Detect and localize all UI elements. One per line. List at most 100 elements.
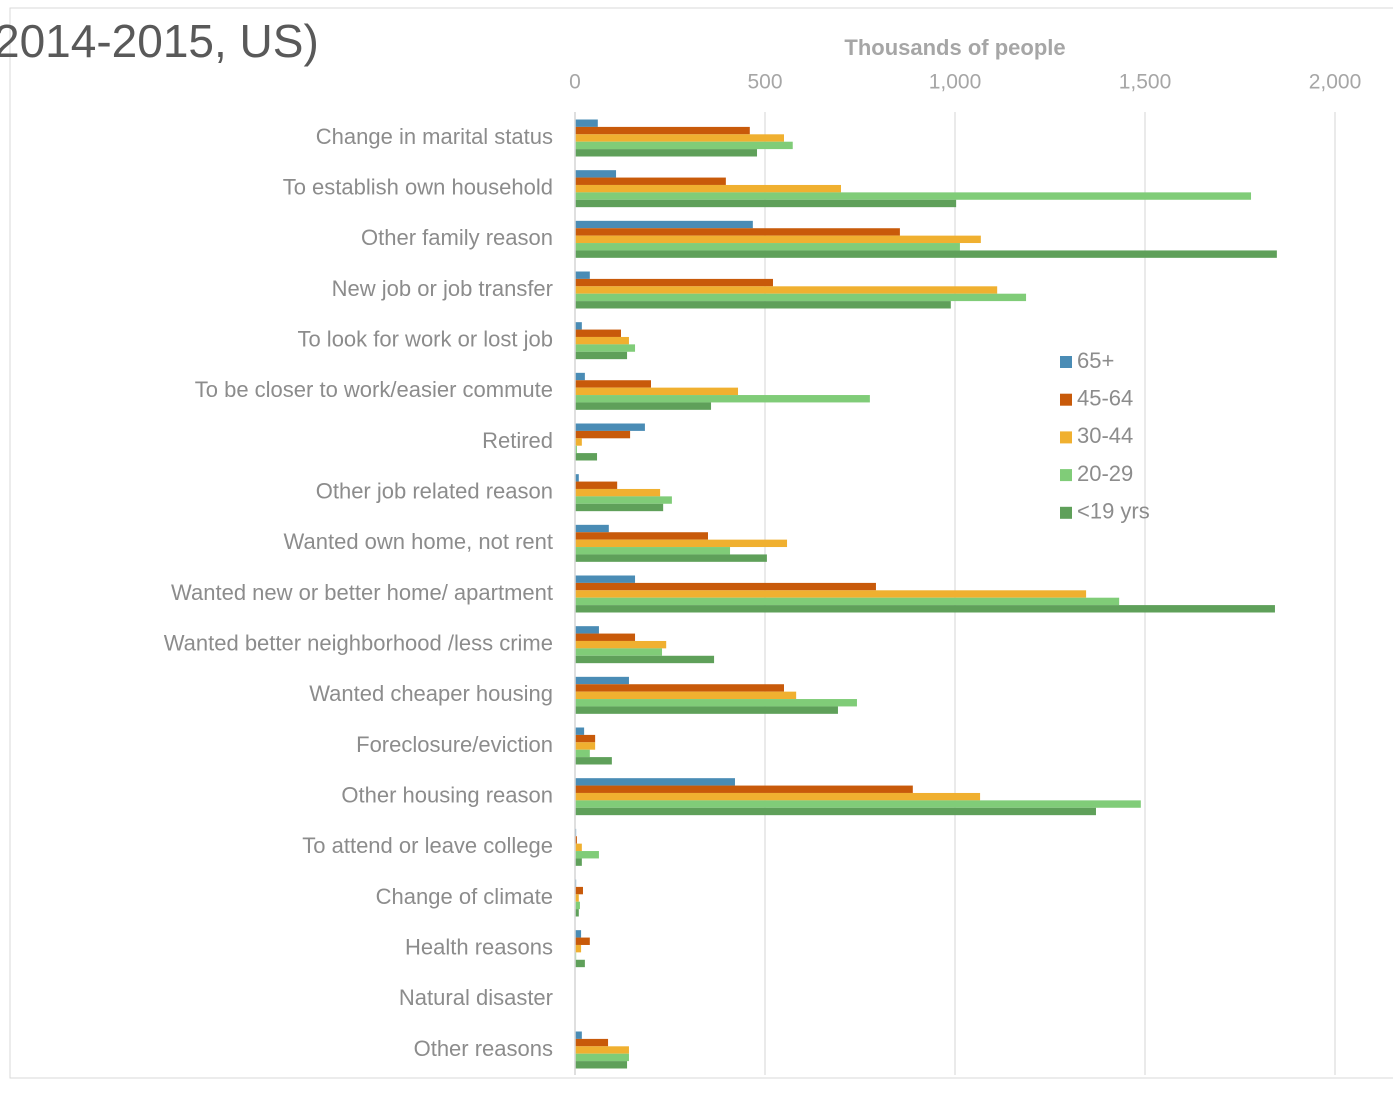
bar (575, 1038, 609, 1047)
y-tick-label: Other job related reason (316, 478, 553, 503)
bar (575, 800, 1141, 808)
bar (575, 134, 784, 142)
bar (575, 496, 672, 504)
y-tick-label: Health reasons (405, 934, 553, 959)
bar (575, 423, 645, 431)
bar (575, 387, 739, 396)
bar (575, 192, 1252, 200)
bar (575, 886, 583, 895)
legend-swatch (1060, 431, 1072, 444)
y-tick-label: To look for work or lost job (297, 326, 553, 351)
bar (575, 380, 651, 388)
bar (575, 271, 590, 279)
bar (575, 199, 957, 208)
bar (575, 286, 998, 294)
bar (575, 851, 599, 859)
y-tick-label: Other housing reason (341, 782, 553, 807)
bar (575, 372, 585, 381)
bar (575, 481, 618, 489)
x-axis-title: Thousands of people (844, 35, 1065, 60)
x-tick-label: 500 (747, 71, 782, 94)
bar (575, 438, 582, 446)
bar (575, 930, 582, 938)
y-tick-label: Foreclosure/eviction (356, 732, 553, 757)
y-tick-label: Other reasons (414, 1036, 553, 1061)
bar (575, 1031, 582, 1039)
bar (575, 792, 981, 801)
bar (575, 785, 913, 793)
bar (575, 351, 628, 360)
bar (575, 626, 599, 634)
bar (575, 590, 1087, 598)
bar (575, 488, 661, 497)
bar (575, 605, 1275, 613)
bar (575, 699, 857, 707)
bar (575, 322, 582, 330)
y-tick-label: Retired (482, 428, 553, 453)
legend-label: 20-29 (1077, 461, 1133, 486)
legend-label: 30-44 (1077, 423, 1133, 448)
bar (575, 220, 753, 229)
bar (575, 757, 612, 765)
bar (575, 909, 579, 917)
bar (575, 554, 767, 562)
y-tick-label: To attend or leave college (302, 833, 553, 858)
bar (575, 503, 664, 512)
bar (575, 430, 631, 439)
bar (575, 684, 784, 692)
y-tick-label: To establish own household (283, 174, 553, 199)
legend-swatch (1060, 356, 1072, 368)
bar (575, 807, 1096, 816)
bar (575, 706, 838, 714)
bar (575, 474, 579, 482)
y-tick-label: Wanted cheaper housing (309, 681, 553, 706)
x-tick-label: 0 (569, 71, 581, 94)
bar (575, 402, 712, 410)
bar (575, 547, 731, 555)
bar (575, 524, 609, 533)
bar (575, 228, 900, 236)
bar (575, 633, 636, 641)
bar (575, 1053, 629, 1062)
bar (575, 243, 960, 251)
legend-label: <19 yrs (1077, 499, 1150, 524)
bar (575, 184, 841, 193)
chart-frame (9, 7, 1393, 1079)
bar (575, 395, 870, 403)
bar (575, 676, 629, 685)
y-tick-label: Change in marital status (316, 124, 553, 149)
x-tick-label: 1,000 (929, 71, 982, 94)
bar (575, 937, 590, 945)
x-tick-label: 2,000 (1309, 71, 1362, 94)
bar (575, 170, 617, 178)
bar (575, 126, 750, 135)
bar (575, 329, 621, 337)
chart-title: 2014-2015, US) (0, 15, 319, 67)
y-tick-label: Wanted own home, not rent (284, 529, 553, 554)
bar (575, 539, 788, 548)
y-tick-label: To be closer to work/easier commute (195, 377, 553, 402)
bar (575, 894, 579, 902)
legend-label: 65+ (1077, 348, 1114, 373)
bar (575, 691, 797, 700)
y-tick-label: Wanted new or better home/ apartment (171, 580, 553, 605)
bar (575, 836, 577, 844)
legend-swatch (1060, 469, 1072, 482)
bar (575, 149, 758, 157)
x-tick-label: 1,500 (1119, 71, 1172, 94)
y-tick-label: Wanted better neighborhood /less crime (164, 630, 553, 655)
bar (575, 177, 726, 185)
legend-label: 45-64 (1077, 386, 1133, 411)
bar (575, 445, 577, 454)
bar (575, 532, 708, 540)
bar (575, 293, 1027, 302)
legend-swatch (1060, 393, 1072, 406)
bar (575, 901, 580, 910)
bar (575, 344, 636, 352)
bar (575, 727, 585, 735)
bar (575, 235, 981, 244)
bar (575, 648, 663, 656)
bar (575, 858, 582, 866)
y-tick-label: Other family reason (361, 225, 553, 250)
